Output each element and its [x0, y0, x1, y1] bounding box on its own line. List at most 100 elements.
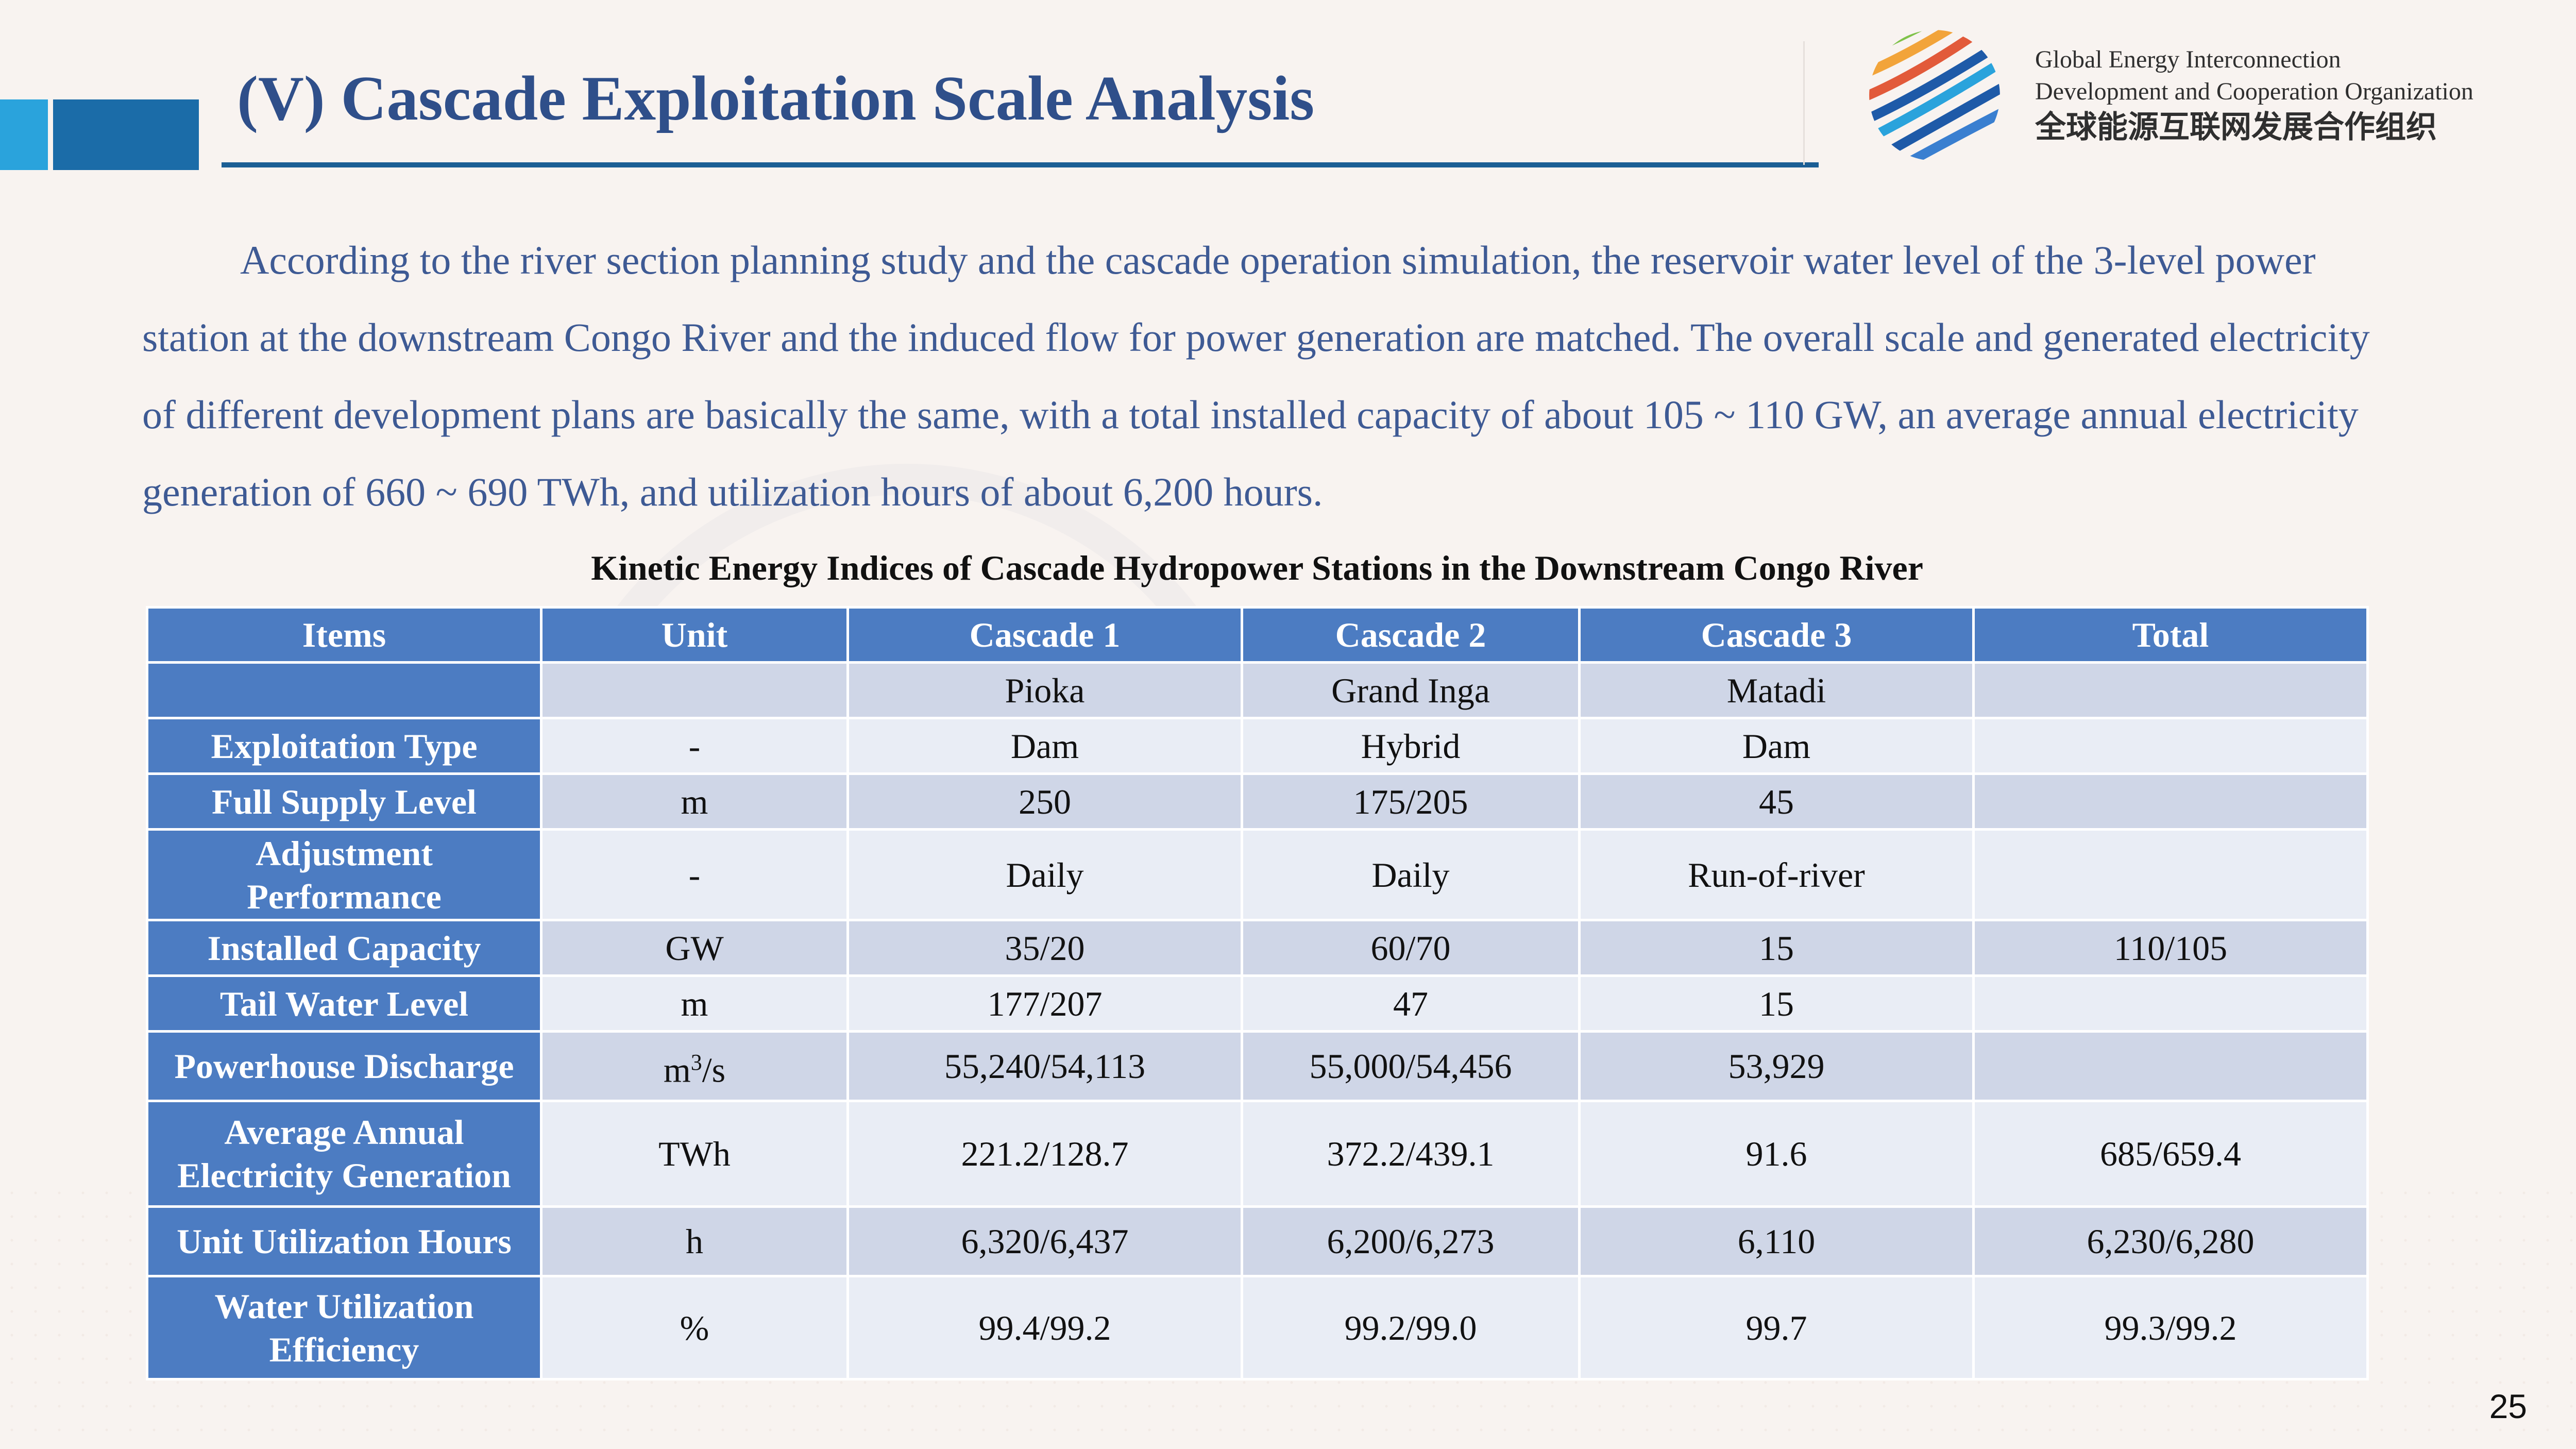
page-number: 25	[2489, 1387, 2527, 1425]
row-cascade-2: Grand Inga	[1241, 661, 1581, 719]
row-cascade-1: 35/20	[846, 919, 1243, 977]
row-item-line: Water Utilization	[214, 1286, 474, 1326]
row-item-line: Average Annual	[224, 1113, 464, 1152]
row-cascade-2: 55,000/54,456	[1241, 1030, 1581, 1102]
header-items: Items	[146, 606, 543, 664]
row-cascade-1: 250	[846, 772, 1243, 831]
unit-rest: /s	[702, 1050, 726, 1090]
row-item: Powerhouse Discharge	[146, 1030, 543, 1102]
row-cascade-1: Pioka	[846, 661, 1243, 719]
table-row: Water Utilization Efficiency % 99.4/99.2…	[146, 1275, 2369, 1380]
row-item-line: Efficiency	[269, 1329, 419, 1369]
title-underline	[222, 162, 1819, 167]
table-row: Tail Water Level m 177/207 47 15	[146, 974, 2369, 1033]
row-cascade-1: 55,240/54,113	[846, 1030, 1243, 1102]
row-cascade-2: 372.2/439.1	[1241, 1100, 1581, 1208]
table-header-row: Items Unit Cascade 1 Cascade 2 Cascade 3…	[146, 606, 2369, 664]
row-total: 99.3/99.2	[1972, 1275, 2369, 1380]
table-row: Unit Utilization Hours h 6,320/6,437 6,2…	[146, 1205, 2369, 1277]
row-total	[1972, 661, 2369, 719]
row-cascade-1: 177/207	[846, 974, 1243, 1033]
row-item: Unit Utilization Hours	[146, 1205, 543, 1277]
row-unit: -	[540, 828, 849, 921]
org-name-line1: Global Energy Interconnection	[2035, 46, 2341, 73]
row-item	[146, 661, 543, 719]
row-cascade-2: Daily	[1241, 828, 1581, 921]
header-cascade-3: Cascade 3	[1578, 606, 1975, 664]
row-unit: m	[540, 772, 849, 831]
row-cascade-1: 99.4/99.2	[846, 1275, 1243, 1380]
intro-paragraph: According to the river section planning …	[142, 222, 2409, 531]
table-row: Powerhouse Discharge m3/s 55,240/54,113 …	[146, 1030, 2369, 1102]
row-item-line: Adjustment	[256, 833, 433, 873]
org-name-chinese: 全球能源互联网发展合作组织	[2035, 109, 2437, 145]
row-cascade-1: 6,320/6,437	[846, 1205, 1243, 1277]
row-cascade-3: Dam	[1578, 717, 1975, 775]
row-item: Full Supply Level	[146, 772, 543, 831]
org-name-line2: Development and Cooperation Organization	[2035, 78, 2473, 105]
row-cascade-1: 221.2/128.7	[846, 1100, 1243, 1208]
row-cascade-3: 15	[1578, 974, 1975, 1033]
row-total: 6,230/6,280	[1972, 1205, 2369, 1277]
row-total	[1972, 974, 2369, 1033]
row-total	[1972, 828, 2369, 921]
row-total: 685/659.4	[1972, 1100, 2369, 1208]
row-item: Exploitation Type	[146, 717, 543, 775]
row-unit: h	[540, 1205, 849, 1277]
table-row: Pioka Grand Inga Matadi	[146, 661, 2369, 719]
row-cascade-3: 99.7	[1578, 1275, 1975, 1380]
row-cascade-3: 45	[1578, 772, 1975, 831]
row-total	[1972, 1030, 2369, 1102]
header-total: Total	[1972, 606, 2369, 664]
intro-paragraph-text: According to the river section planning …	[142, 238, 2370, 514]
header-cascade-2: Cascade 2	[1241, 606, 1581, 664]
table-row: Exploitation Type - Dam Hybrid Dam	[146, 717, 2369, 775]
row-item-line: Performance	[247, 877, 442, 916]
row-cascade-1: Dam	[846, 717, 1243, 775]
row-total	[1972, 772, 2369, 831]
table-row: Installed Capacity GW 35/20 60/70 15 110…	[146, 919, 2369, 977]
row-cascade-3: 91.6	[1578, 1100, 1975, 1208]
unit-superscript: 3	[690, 1049, 702, 1075]
row-cascade-2: 99.2/99.0	[1241, 1275, 1581, 1380]
row-unit	[540, 661, 849, 719]
row-item: Tail Water Level	[146, 974, 543, 1033]
row-cascade-1: Daily	[846, 828, 1243, 921]
accent-block-light	[0, 99, 48, 170]
row-unit: %	[540, 1275, 849, 1380]
row-total	[1972, 717, 2369, 775]
geidco-logo-icon	[1869, 30, 2000, 161]
row-cascade-3: 15	[1578, 919, 1975, 977]
row-item: Adjustment Performance	[146, 828, 543, 921]
row-unit: m3/s	[540, 1030, 849, 1102]
row-cascade-2: Hybrid	[1241, 717, 1581, 775]
row-cascade-3: 53,929	[1578, 1030, 1975, 1102]
row-cascade-3: Matadi	[1578, 661, 1975, 719]
row-cascade-2: 175/205	[1241, 772, 1581, 831]
row-cascade-3: Run-of-river	[1578, 828, 1975, 921]
row-item: Water Utilization Efficiency	[146, 1275, 543, 1380]
row-unit: m	[540, 974, 849, 1033]
accent-block-dark	[53, 99, 199, 170]
row-unit: -	[540, 717, 849, 775]
row-cascade-2: 47	[1241, 974, 1581, 1033]
header-cascade-1: Cascade 1	[846, 606, 1243, 664]
cascade-indices-table: Items Unit Cascade 1 Cascade 2 Cascade 3…	[146, 606, 2369, 1380]
header-unit: Unit	[540, 606, 849, 664]
row-item-line: Electricity Generation	[177, 1156, 511, 1195]
table-row: Average Annual Electricity Generation TW…	[146, 1100, 2369, 1208]
row-unit: TWh	[540, 1100, 849, 1208]
row-cascade-2: 60/70	[1241, 919, 1581, 977]
page-title: (V) Cascade Exploitation Scale Analysis	[237, 63, 1315, 133]
table-row: Adjustment Performance - Daily Daily Run…	[146, 828, 2369, 921]
row-item: Installed Capacity	[146, 919, 543, 977]
row-item: Average Annual Electricity Generation	[146, 1100, 543, 1208]
organization-name: Global Energy Interconnection Developmen…	[2035, 44, 2473, 147]
unit-base: m	[663, 1050, 691, 1090]
row-unit: GW	[540, 919, 849, 977]
table-caption: Kinetic Energy Indices of Cascade Hydrop…	[591, 548, 1923, 587]
row-total: 110/105	[1972, 919, 2369, 977]
table-row: Full Supply Level m 250 175/205 45	[146, 772, 2369, 831]
row-cascade-2: 6,200/6,273	[1241, 1205, 1581, 1277]
row-cascade-3: 6,110	[1578, 1205, 1975, 1277]
